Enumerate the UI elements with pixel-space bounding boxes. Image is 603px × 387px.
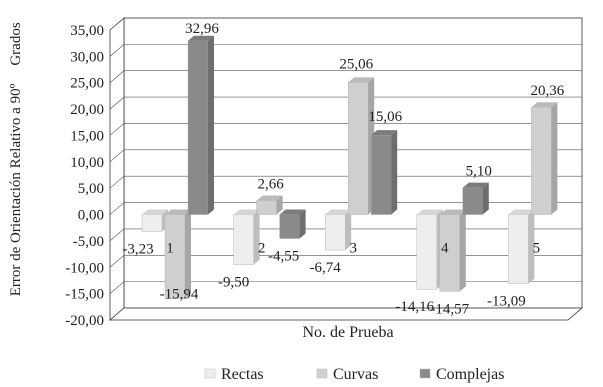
x-category-label: 3 bbox=[349, 241, 357, 257]
bar-top bbox=[256, 195, 283, 201]
y-tick-label: 5,00 bbox=[78, 181, 104, 197]
bar-complejas-1 bbox=[187, 40, 209, 215]
legend-item-curvas: Curvas bbox=[316, 366, 378, 383]
y-tick-label: -10,00 bbox=[65, 260, 104, 276]
y-axis-unit: Grados bbox=[8, 22, 24, 65]
gridline bbox=[109, 202, 582, 215]
x-axis-title: No. de Prueba bbox=[302, 324, 393, 341]
bar-complejas-2 bbox=[279, 214, 300, 239]
data-label: 20,36 bbox=[531, 83, 565, 99]
y-tick-label: 0,00 bbox=[78, 208, 104, 224]
bar-curvas-3 bbox=[348, 82, 369, 215]
y-tick-label: 25,00 bbox=[70, 76, 104, 92]
bar-rectas-1 bbox=[141, 214, 163, 232]
legend-swatch bbox=[316, 368, 328, 379]
bars bbox=[141, 35, 558, 299]
gridline bbox=[109, 70, 582, 83]
bar-side bbox=[185, 209, 191, 299]
data-label: -4,55 bbox=[268, 249, 299, 265]
y-tick-label: -5,00 bbox=[73, 234, 104, 250]
x-category-label: 2 bbox=[258, 241, 266, 257]
gridlines bbox=[109, 17, 582, 321]
data-label: 25,06 bbox=[339, 56, 373, 72]
y-axis-ticks: 35,00 30,00 25,00 20,00 15,00 10,00 5,00 0,00 -5… bbox=[65, 23, 104, 329]
bar-top bbox=[348, 77, 375, 83]
bar-curvas-5 bbox=[531, 106, 552, 215]
bar-side bbox=[208, 35, 214, 215]
gridline bbox=[109, 17, 582, 31]
bar-rectas-3 bbox=[325, 214, 346, 251]
bar-side bbox=[299, 209, 306, 239]
bar-rectas-5 bbox=[508, 214, 529, 284]
y-tick-label: -15,00 bbox=[65, 287, 104, 303]
data-label: 2,66 bbox=[257, 177, 284, 193]
bar-curvas-2 bbox=[256, 200, 277, 215]
y-tick-label: 10,00 bbox=[70, 155, 104, 171]
bar-top bbox=[325, 209, 352, 215]
floor bbox=[108, 307, 584, 321]
data-label: -9,50 bbox=[218, 275, 249, 291]
data-label: 5,10 bbox=[466, 164, 492, 180]
gridline bbox=[109, 149, 582, 163]
bar-complejas-4 bbox=[462, 187, 483, 215]
x-axis-categories: 1 2 3 4 5 bbox=[166, 241, 540, 257]
bar-top bbox=[462, 182, 489, 188]
bar-side bbox=[391, 130, 398, 215]
y-tick-label: 20,00 bbox=[70, 102, 104, 118]
bar-top bbox=[279, 209, 306, 215]
x-category-label: 4 bbox=[441, 241, 449, 257]
y-tick-label: 15,00 bbox=[70, 128, 104, 144]
bar-side bbox=[528, 209, 535, 284]
legend-item-complejas: Complejas bbox=[419, 366, 504, 383]
bar-side bbox=[551, 102, 558, 215]
y-tick-label: 30,00 bbox=[70, 49, 104, 65]
y-axis-title: Error de Orientación Relativo a 90º bbox=[8, 83, 24, 296]
data-label: -14,57 bbox=[430, 301, 469, 317]
gridline bbox=[109, 123, 582, 136]
legend-label: Rectas bbox=[221, 366, 264, 383]
bar-top bbox=[371, 130, 398, 136]
data-labels: -3,23 -15,94 32,96 -9,50 2,66 -4,55 -6,74 25,06… bbox=[122, 21, 564, 318]
bar-top bbox=[508, 209, 535, 215]
bar-rectas-2 bbox=[233, 214, 254, 265]
side-wall bbox=[109, 17, 125, 321]
y-tick-label: -20,00 bbox=[65, 313, 104, 329]
gridline bbox=[109, 307, 582, 321]
legend-item-rectas: Rectas bbox=[204, 366, 264, 383]
bar-side bbox=[345, 209, 352, 251]
legend-swatch bbox=[419, 368, 431, 379]
bar-top bbox=[531, 102, 558, 108]
data-label: -14,16 bbox=[395, 299, 434, 315]
x-category-label: 1 bbox=[166, 241, 174, 257]
bar-complejas-3 bbox=[371, 134, 392, 215]
data-label: -3,23 bbox=[122, 242, 153, 258]
legend-swatch bbox=[204, 368, 216, 379]
legend: Rectas Curvas Complejas bbox=[204, 366, 504, 383]
bar-top bbox=[439, 209, 466, 215]
bar-side bbox=[253, 209, 260, 265]
bar-top bbox=[233, 209, 260, 215]
data-label: -13,09 bbox=[487, 294, 526, 310]
legend-label: Complejas bbox=[436, 366, 504, 383]
gridline bbox=[109, 175, 582, 189]
bar-side bbox=[482, 182, 489, 215]
bar-side bbox=[459, 209, 466, 292]
y-tick-label: 35,00 bbox=[70, 23, 104, 39]
legend-label: Curvas bbox=[333, 366, 378, 383]
bar-rectas-4 bbox=[416, 214, 437, 290]
bar-top bbox=[142, 209, 168, 215]
data-label: 32,96 bbox=[185, 21, 219, 37]
gridline bbox=[109, 44, 582, 57]
bar-top bbox=[165, 209, 191, 215]
data-label: -15,94 bbox=[160, 287, 199, 303]
bar-top bbox=[188, 35, 214, 41]
bar-side bbox=[276, 195, 283, 215]
data-label: 15,06 bbox=[368, 109, 402, 125]
data-label: -6,74 bbox=[310, 260, 342, 276]
x-category-label: 5 bbox=[533, 241, 541, 257]
bar-top bbox=[416, 209, 443, 215]
gridline bbox=[109, 96, 582, 110]
